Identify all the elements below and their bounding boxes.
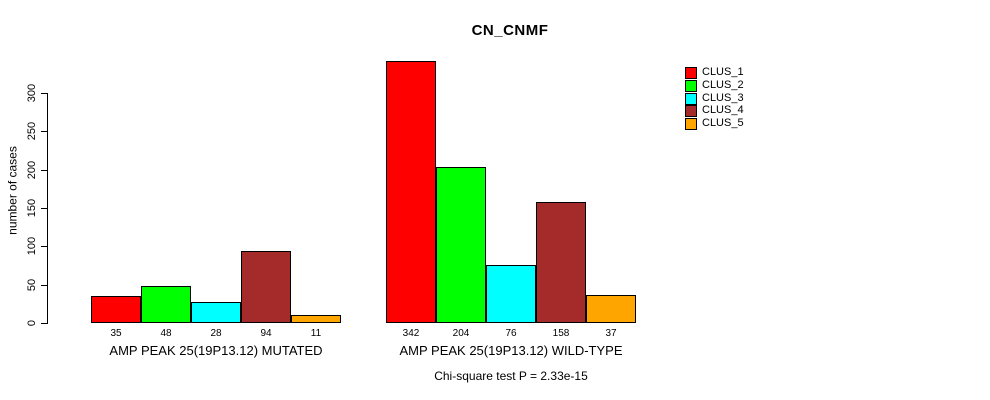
y-tick — [41, 208, 47, 209]
bar-clus_2 — [436, 167, 486, 323]
legend-label-clus_5: CLUS_5 — [702, 117, 744, 129]
bar-clus_1 — [386, 61, 436, 323]
chi-square-annotation: Chi-square test P = 2.33e-15 — [434, 369, 588, 383]
bar-value-label: 158 — [552, 328, 570, 339]
bar-clus_4 — [241, 251, 291, 323]
bar-clus_2 — [141, 286, 191, 323]
y-tick-label: 100 — [26, 236, 38, 256]
legend-swatch-clus_2 — [685, 80, 697, 92]
bar-clus_5 — [291, 315, 341, 323]
legend-swatch-clus_5 — [685, 118, 697, 130]
x-group-label-wildtype: AMP PEAK 25(19P13.12) WILD-TYPE — [399, 343, 623, 358]
bar-clus_3 — [486, 265, 536, 323]
legend-label-clus_1: CLUS_1 — [702, 66, 744, 78]
y-axis-line — [47, 93, 48, 324]
y-tick — [41, 285, 47, 286]
y-tick — [41, 323, 47, 324]
y-tick — [41, 93, 47, 94]
bar-value-label: 94 — [260, 328, 272, 339]
bar-clus_4 — [536, 202, 586, 323]
bar-value-label: 28 — [210, 328, 222, 339]
y-tick-label: 0 — [26, 319, 38, 327]
legend-label-clus_3: CLUS_3 — [702, 92, 744, 104]
y-tick — [41, 246, 47, 247]
bar-clus_5 — [586, 295, 636, 323]
y-tick — [41, 131, 47, 132]
chart-title: CN_CNMF — [471, 22, 549, 39]
legend-swatch-clus_4 — [685, 105, 697, 117]
bar-clus_3 — [191, 302, 241, 323]
y-tick-label: 50 — [26, 278, 38, 292]
legend-swatch-clus_1 — [685, 67, 697, 79]
bar-value-label: 76 — [505, 328, 517, 339]
y-axis-label: number of cases — [5, 146, 20, 235]
bar-value-label: 204 — [452, 328, 470, 339]
bar-value-label: 11 — [310, 328, 322, 339]
legend-label-clus_2: CLUS_2 — [702, 79, 744, 91]
y-tick-label: 300 — [26, 83, 38, 103]
y-tick-label: 150 — [26, 198, 38, 218]
bar-value-label: 35 — [110, 328, 122, 339]
bar-value-label: 37 — [605, 328, 617, 339]
bar-clus_1 — [91, 296, 141, 323]
legend-label-clus_4: CLUS_4 — [702, 104, 744, 116]
y-tick-label: 250 — [26, 121, 38, 141]
legend-swatch-clus_3 — [685, 93, 697, 105]
y-tick-label: 200 — [26, 160, 38, 180]
x-group-label-mutated: AMP PEAK 25(19P13.12) MUTATED — [109, 343, 323, 358]
bar-value-label: 342 — [402, 328, 420, 339]
y-tick — [41, 170, 47, 171]
bar-value-label: 48 — [160, 328, 172, 339]
